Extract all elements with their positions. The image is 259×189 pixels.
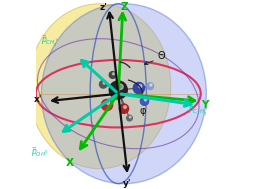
Circle shape <box>129 116 131 118</box>
Text: X: X <box>66 158 74 168</box>
Circle shape <box>112 73 114 75</box>
Ellipse shape <box>41 4 206 184</box>
Circle shape <box>99 81 107 88</box>
Circle shape <box>109 72 116 78</box>
Ellipse shape <box>28 4 171 169</box>
Circle shape <box>109 81 127 99</box>
Text: Y: Y <box>201 100 208 110</box>
Circle shape <box>107 101 110 105</box>
Circle shape <box>140 97 149 105</box>
Circle shape <box>127 115 132 121</box>
Text: z': z' <box>99 3 107 12</box>
Circle shape <box>144 98 147 101</box>
Text: $\vec{p}_{C_2H_3^+}$: $\vec{p}_{C_2H_3^+}$ <box>188 103 210 118</box>
Text: $\vec{p}_{OH^0}$: $\vec{p}_{OH^0}$ <box>31 145 48 159</box>
Circle shape <box>147 83 154 90</box>
Circle shape <box>139 84 142 88</box>
Text: $\vec{p}_{CH_2^+}$: $\vec{p}_{CH_2^+}$ <box>41 34 60 49</box>
Circle shape <box>119 104 128 113</box>
Text: Θ: Θ <box>157 51 165 61</box>
Circle shape <box>124 106 126 108</box>
Circle shape <box>150 84 152 86</box>
Text: Z: Z <box>120 2 128 12</box>
Circle shape <box>103 82 105 84</box>
Circle shape <box>101 99 113 111</box>
Text: x': x' <box>33 95 42 104</box>
Circle shape <box>118 84 123 90</box>
Circle shape <box>133 82 145 94</box>
Text: φ: φ <box>139 106 146 115</box>
Text: y': y' <box>123 179 132 188</box>
